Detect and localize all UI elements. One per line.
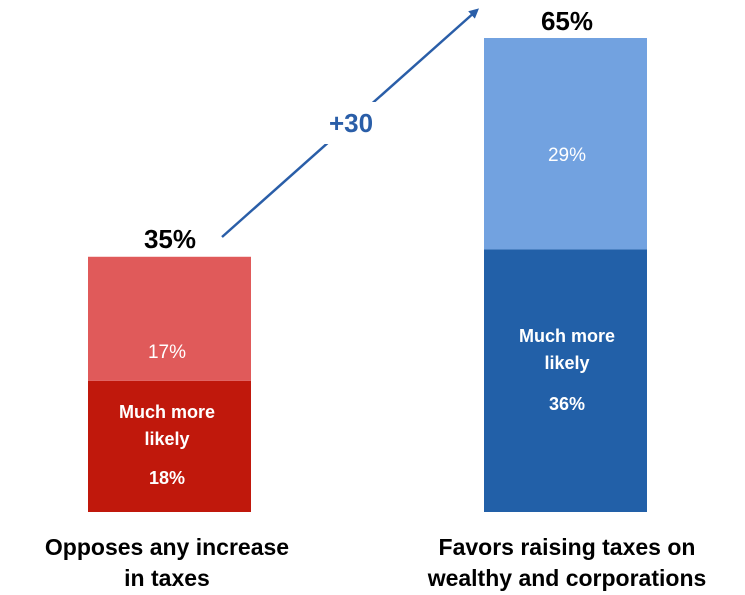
category-label-oppose-line1: Opposes any increase	[45, 534, 289, 560]
total-label-favor: 65%	[541, 6, 593, 36]
category-label-favor-line1: Favors raising taxes on	[439, 534, 696, 560]
annotation-background	[318, 102, 384, 144]
total-label-oppose: 35%	[144, 224, 196, 254]
bar-favor-somewhat-likely	[484, 38, 647, 250]
bar-oppose-somewhat-likely	[88, 256, 251, 381]
category-label-oppose-line2: in taxes	[124, 565, 210, 591]
segment-value-favor-much: 36%	[549, 394, 585, 414]
segment-name-oppose-much-line1: Much more	[119, 402, 215, 422]
bar-oppose-much-more-likely	[88, 380, 251, 512]
segment-label-favor-somewhat: 29%	[548, 145, 586, 166]
segment-value-oppose-much: 18%	[149, 468, 185, 488]
bar-favor-much-more-likely	[484, 249, 647, 512]
change-annotation: +30	[329, 108, 373, 138]
segment-name-favor-much-line2: likely	[544, 353, 589, 373]
category-label-favor-line2: wealthy and corporations	[427, 565, 707, 591]
segment-name-oppose-much-line2: likely	[144, 429, 189, 449]
segment-label-oppose-somewhat: 17%	[148, 342, 186, 363]
segment-name-favor-much-line1: Much more	[519, 326, 615, 346]
